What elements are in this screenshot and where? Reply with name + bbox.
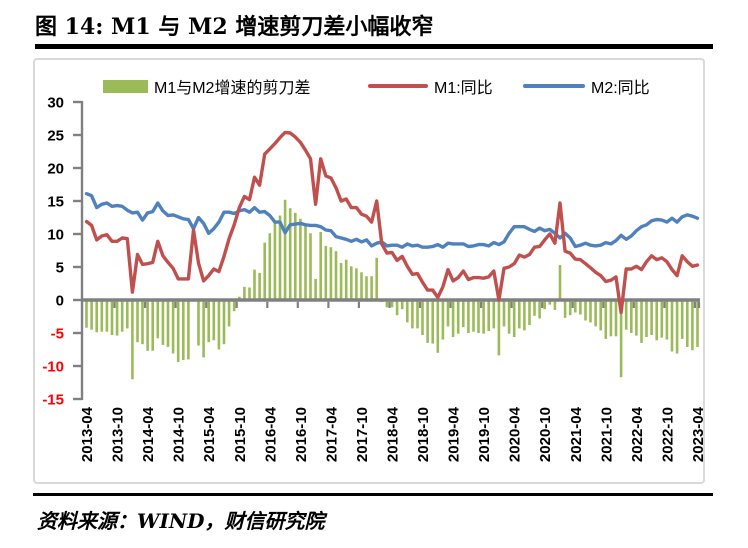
title-rule — [35, 44, 713, 49]
m1-line-swatch-icon — [368, 83, 428, 89]
svg-text:2015-04: 2015-04 — [201, 406, 218, 462]
legend-item-m1: M1:同比 — [368, 77, 493, 97]
svg-text:10: 10 — [47, 227, 64, 244]
svg-text:2014-10: 2014-10 — [171, 407, 188, 462]
svg-text:2013-04: 2013-04 — [79, 406, 96, 462]
svg-text:0: 0 — [56, 293, 64, 310]
x-tick-labels: 2013-04 2013-10 2014-04 2014-10 2015-04 2015-… — [79, 406, 707, 462]
legend-label-m2: M2:同比 — [591, 80, 650, 97]
svg-text:2017-10: 2017-10 — [354, 407, 371, 462]
svg-text:2022-10: 2022-10 — [659, 407, 676, 462]
y-axis — [73, 100, 84, 401]
gap-bar-swatch-icon — [103, 79, 148, 93]
svg-text:-5: -5 — [51, 326, 64, 343]
legend-item-m2: M2:同比 — [523, 77, 650, 97]
svg-text:2016-10: 2016-10 — [293, 407, 310, 462]
svg-text:2017-04: 2017-04 — [323, 406, 340, 462]
svg-text:2014-04: 2014-04 — [140, 406, 157, 462]
svg-text:20: 20 — [47, 161, 64, 178]
svg-text:25: 25 — [47, 128, 64, 145]
svg-text:2018-10: 2018-10 — [415, 407, 432, 462]
svg-text:2019-04: 2019-04 — [446, 406, 463, 462]
legend-label-gap: M1与M2增速的剪刀差 — [154, 80, 311, 97]
svg-text:2020-10: 2020-10 — [537, 407, 554, 462]
svg-text:2021-10: 2021-10 — [598, 407, 615, 462]
svg-text:15: 15 — [47, 194, 64, 211]
svg-text:2016-04: 2016-04 — [262, 406, 279, 462]
m2-line — [84, 191, 700, 249]
svg-text:2018-04: 2018-04 — [385, 406, 402, 462]
svg-text:-15: -15 — [42, 392, 64, 409]
legend-label-m1: M1:同比 — [434, 80, 493, 97]
svg-text:2020-04: 2020-04 — [507, 406, 524, 462]
m2-line-swatch-icon — [523, 83, 585, 89]
svg-text:-10: -10 — [42, 359, 64, 376]
legend-item-gap: M1与M2增速的剪刀差 — [103, 77, 311, 97]
svg-text:2015-10: 2015-10 — [232, 407, 249, 462]
x-axis — [82, 298, 701, 308]
m1-line — [84, 130, 700, 315]
source-note: 资料来源：WIND，财信研究院 — [37, 509, 325, 533]
svg-text:2021-04: 2021-04 — [568, 406, 585, 462]
figure-title: 图 14: M1 与 M2 增速剪刀差小幅收窄 — [35, 14, 434, 40]
svg-text:30: 30 — [47, 95, 64, 112]
svg-text:2022-04: 2022-04 — [629, 406, 646, 462]
gap-bars — [85, 199, 699, 380]
footer-rule — [33, 493, 713, 496]
y-tick-labels: 30 25 20 15 10 5 0 -5 -10 -15 — [42, 95, 64, 409]
svg-text:2019-10: 2019-10 — [476, 407, 493, 462]
svg-text:2023-04: 2023-04 — [690, 406, 707, 462]
svg-text:5: 5 — [56, 260, 64, 277]
svg-text:2013-10: 2013-10 — [110, 407, 127, 462]
